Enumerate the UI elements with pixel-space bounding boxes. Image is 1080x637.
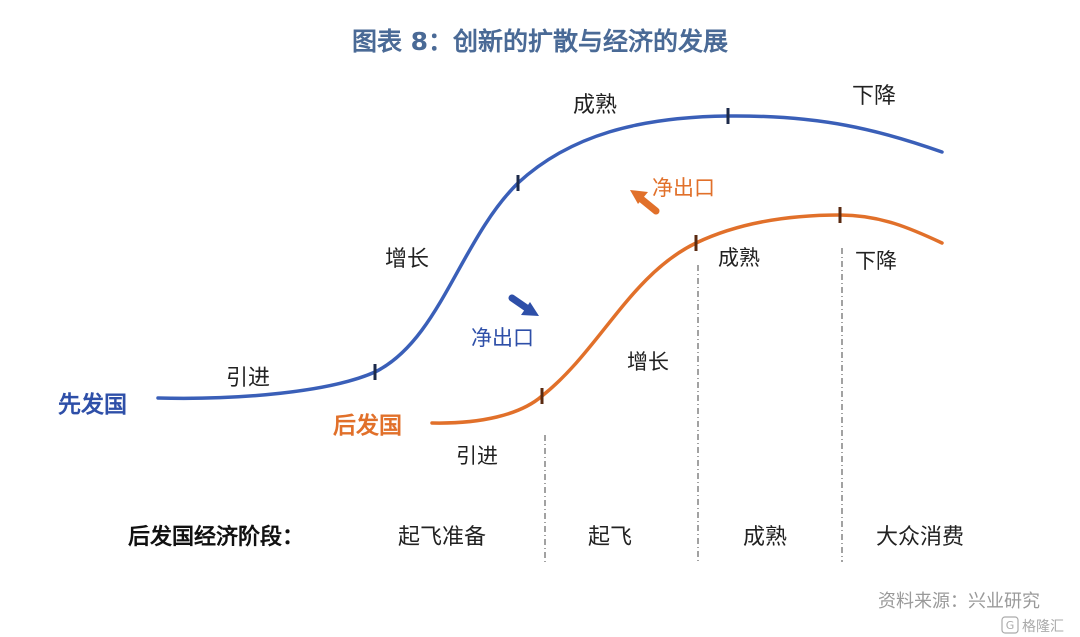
net-export-arrow-leader-icon bbox=[508, 294, 539, 316]
phases-heading: 后发国经济阶段： bbox=[128, 524, 304, 550]
source-note: 资料来源：兴业研究 bbox=[878, 591, 1040, 612]
follower-country-label: 后发国 bbox=[333, 412, 402, 439]
follower-stage-mature: 成熟 bbox=[718, 246, 760, 270]
leader-curve bbox=[156, 114, 944, 401]
leader-stage-decline: 下降 bbox=[852, 84, 896, 109]
net-export-leader-label: 净出口 bbox=[471, 326, 534, 350]
watermark-text: 格隆汇 bbox=[1022, 619, 1064, 635]
leader-stage-mature: 成熟 bbox=[573, 93, 617, 118]
leader-stage-growth: 增长 bbox=[385, 247, 429, 272]
net-export-arrow-follower-icon bbox=[630, 190, 660, 215]
svg-text:G: G bbox=[1006, 619, 1015, 632]
follower-stage-growth: 增长 bbox=[627, 350, 669, 374]
diagram-title: 图表 8：创新的扩散与经济的发展 bbox=[352, 27, 728, 56]
phase-item: 起飞 bbox=[588, 525, 632, 550]
phase-item: 成熟 bbox=[743, 525, 787, 550]
leader-country-label: 先发国 bbox=[58, 391, 127, 418]
follower-stage-intro: 引进 bbox=[456, 444, 498, 468]
leader-stage-intro: 引进 bbox=[226, 366, 270, 391]
phase-item: 大众消费 bbox=[876, 525, 964, 550]
net-export-follower-label: 净出口 bbox=[652, 176, 715, 200]
phase-item: 起飞准备 bbox=[398, 525, 486, 550]
follower-curve bbox=[430, 213, 944, 425]
follower-stage-decline: 下降 bbox=[855, 249, 897, 273]
watermark-logo: G bbox=[1001, 616, 1019, 634]
